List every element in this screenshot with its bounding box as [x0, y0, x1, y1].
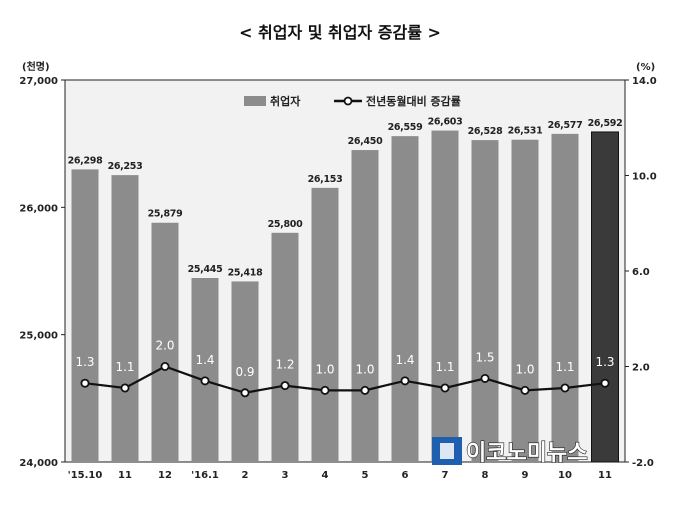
bars-group: 26,298 26,253 25,879 25,445 25,418 25,800 26,1… [68, 117, 623, 463]
rate-point [440, 383, 450, 393]
right-tick-label: 6.0 [632, 267, 650, 278]
rate-point [120, 383, 130, 393]
left-tick-label: 24,000 [19, 458, 58, 469]
bar [591, 131, 619, 463]
rate-point [80, 378, 90, 388]
watermark-logo-inner-icon [440, 443, 454, 459]
watermark: 이코노미뉴스 [432, 437, 588, 467]
bar-value-label: 26,559 [388, 122, 423, 133]
rate-value-label: 1.1 [555, 360, 574, 374]
rate-point [160, 361, 170, 371]
x-tick-label: 10 [558, 470, 572, 481]
x-tick-label: 4 [322, 470, 329, 481]
x-tick-label: 11 [598, 470, 612, 481]
right-axis-unit: (%) [636, 62, 655, 73]
legend-bar-label: 취업자 [270, 94, 301, 108]
bar-value-label: 26,603 [428, 117, 463, 128]
bar [431, 130, 459, 462]
right-tick-label: 10.0 [632, 172, 657, 183]
rate-value-label: 1.4 [395, 353, 414, 367]
right-tick-label: 2.0 [632, 363, 650, 374]
legend: 취업자 전년동월대비 증감률 [244, 94, 461, 108]
x-tick-label: 3 [282, 470, 289, 481]
rate-point [400, 376, 410, 386]
rate-value-label: 1.5 [475, 350, 494, 364]
bar-value-label: 25,445 [188, 264, 223, 275]
rate-value-label: 1.0 [315, 362, 334, 376]
rate-value-label: 2.0 [155, 339, 174, 353]
rate-point [320, 385, 330, 395]
bar [311, 187, 339, 463]
bar-value-label: 26,528 [468, 126, 504, 137]
bar [231, 281, 259, 462]
bar-value-label: 26,298 [68, 155, 104, 166]
legend-line-marker [343, 96, 353, 106]
x-tick-label: 7 [442, 470, 449, 481]
left-tick-label: 27,000 [19, 76, 58, 87]
rate-value-label: 1.3 [75, 355, 94, 369]
x-tick-label: 9 [522, 470, 529, 481]
watermark-text: 이코노미뉴스 [466, 441, 587, 466]
bar [351, 150, 379, 463]
plot-area [64, 79, 626, 463]
rate-value-label: 1.1 [115, 360, 134, 374]
bar [111, 175, 139, 463]
bar-value-label: 25,418 [228, 267, 264, 278]
bar [151, 222, 179, 462]
bar [71, 169, 99, 462]
bar-value-label: 26,253 [108, 161, 143, 172]
rate-point [240, 388, 250, 398]
bar-value-label: 26,450 [348, 136, 384, 147]
rate-point [480, 373, 490, 383]
rate-value-label: 1.1 [435, 360, 454, 374]
legend-line-label: 전년동월대비 증감률 [366, 94, 461, 108]
rate-value-label: 1.3 [595, 355, 614, 369]
rate-value-label: 1.0 [515, 362, 534, 376]
rate-value-label: 1.2 [275, 358, 294, 372]
axis-ticks-group: 24,000 25,000 26,000 27,000 -2.0 2.0 6.0 10.0 14… [19, 76, 656, 481]
x-tick-label: 11 [118, 470, 132, 481]
bar-value-label: 25,800 [268, 219, 304, 230]
bar-value-label: 26,153 [308, 174, 343, 185]
bar [551, 133, 579, 462]
rate-value-label: 1.0 [355, 362, 374, 376]
x-tick-label: 12 [158, 470, 172, 481]
x-tick-label: 5 [362, 470, 369, 481]
bar [391, 136, 419, 463]
rate-point [520, 385, 530, 395]
chart-title: < 취업자 및 취업자 증감률 > [239, 23, 441, 42]
rate-point [360, 385, 370, 395]
bar [511, 139, 539, 462]
x-tick-label: 6 [402, 470, 409, 481]
rate-point [560, 383, 570, 393]
right-tick-label: -2.0 [632, 458, 654, 469]
bar-value-label: 26,531 [508, 126, 543, 137]
rate-point [200, 376, 210, 386]
left-tick-label: 26,000 [19, 203, 58, 214]
rate-value-label: 1.4 [195, 353, 214, 367]
x-tick-label: '15.10 [68, 470, 103, 481]
bar-value-label: 25,879 [148, 209, 183, 220]
bar-value-label: 26,592 [588, 118, 623, 129]
bar [271, 232, 299, 462]
legend-bar-swatch [244, 96, 266, 106]
rate-line-group: 1.3 1.1 2.0 1.4 0.9 1.2 1.0 1.0 1.4 1.1 1.5 1.0 1.1 1… [75, 339, 615, 398]
rate-line [84, 365, 606, 394]
rate-point [600, 378, 610, 388]
left-tick-label: 25,000 [19, 331, 58, 342]
right-tick-label: 14.0 [632, 76, 657, 87]
x-tick-label: 8 [482, 470, 489, 481]
rate-value-label: 0.9 [235, 365, 254, 379]
x-tick-label: '16.1 [191, 470, 219, 481]
left-axis-unit: (천명) [22, 60, 50, 73]
bar [191, 278, 219, 462]
rate-point [280, 381, 290, 391]
bar [471, 140, 499, 463]
bar-value-label: 26,577 [548, 120, 583, 131]
x-tick-label: 2 [242, 470, 249, 481]
